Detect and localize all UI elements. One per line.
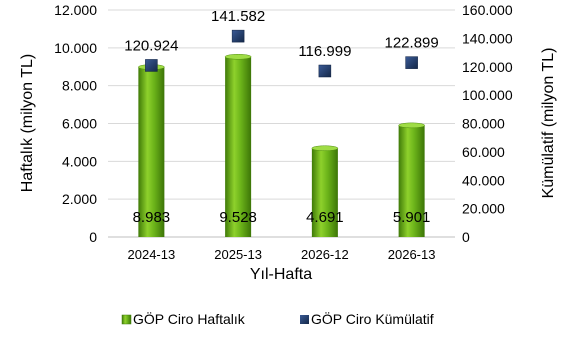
axes: 0 2.000 4.000 6.000 8.000 10.000 12.000 0 20.000… xyxy=(54,2,513,262)
legend-label-marker: GÖP Ciro Kümülatif xyxy=(311,310,434,327)
bar-data-label: 4.691 xyxy=(306,209,344,226)
bar xyxy=(225,56,252,238)
bar-series xyxy=(138,54,425,238)
bar-data-label: 9.528 xyxy=(219,209,257,226)
legend-label-bar: GÖP Ciro Haftalık xyxy=(133,310,246,327)
y-tick-label-left: 4.000 xyxy=(62,153,97,169)
bar xyxy=(311,148,338,237)
y-tick-label-right: 60.000 xyxy=(462,144,505,160)
marker-point xyxy=(231,29,245,43)
data-labels: 8.983 9.528 4.691 5.901 120.924 141.582 116.99… xyxy=(124,8,438,226)
marker-point xyxy=(318,64,332,78)
legend-swatch-marker xyxy=(300,315,309,324)
y-tick-label-right: 120.000 xyxy=(462,59,513,75)
x-axis-title: Yıl-Hafta xyxy=(250,266,312,283)
y-tick-label-right: 20.000 xyxy=(462,201,505,217)
y-tick-label-right: 80.000 xyxy=(462,116,505,132)
y-axis-title-right: Kümülatif (milyon TL) xyxy=(540,48,557,199)
x-tick-label: 2026-12 xyxy=(301,247,349,262)
marker-series xyxy=(145,29,418,78)
bar-top xyxy=(311,145,339,152)
bar xyxy=(138,67,165,237)
bar-data-label: 8.983 xyxy=(133,209,171,226)
y-tick-label-right: 0 xyxy=(462,229,470,245)
y-tick-label-right: 160.000 xyxy=(462,2,513,18)
x-tick-label: 2026-13 xyxy=(388,247,436,262)
marker-data-label: 122.899 xyxy=(385,35,439,52)
marker-data-label: 120.924 xyxy=(124,37,178,54)
marker-data-label: 141.582 xyxy=(211,8,265,25)
legend-swatch-bar xyxy=(121,314,132,325)
y-tick-label-left: 8.000 xyxy=(62,78,97,94)
x-tick-label: 2025-13 xyxy=(214,247,262,262)
marker-point xyxy=(405,56,418,69)
y-tick-label-left: 6.000 xyxy=(62,116,97,132)
bar xyxy=(398,125,425,237)
y-tick-label-left: 12.000 xyxy=(54,2,97,18)
x-tick-label: 2024-13 xyxy=(128,247,176,262)
marker-data-label: 116.999 xyxy=(298,43,351,60)
y-tick-label-left: 2.000 xyxy=(62,191,97,207)
y-tick-label-left: 10.000 xyxy=(54,40,97,56)
gridlines xyxy=(108,9,455,200)
bar-top xyxy=(224,54,252,60)
marker-point xyxy=(145,59,158,72)
y-tick-label-right: 140.000 xyxy=(462,30,513,46)
y-tick-label-right: 40.000 xyxy=(462,172,505,188)
legend: GÖP Ciro Haftalık GÖP Ciro Kümülatif xyxy=(121,310,434,327)
y-tick-label-left: 0 xyxy=(89,229,97,245)
y-axis-title-left: Haftalık (milyon TL) xyxy=(19,54,36,192)
y-tick-label-right: 100.000 xyxy=(462,87,513,103)
bar-data-label: 5.901 xyxy=(393,209,431,226)
bar-top xyxy=(398,122,425,129)
